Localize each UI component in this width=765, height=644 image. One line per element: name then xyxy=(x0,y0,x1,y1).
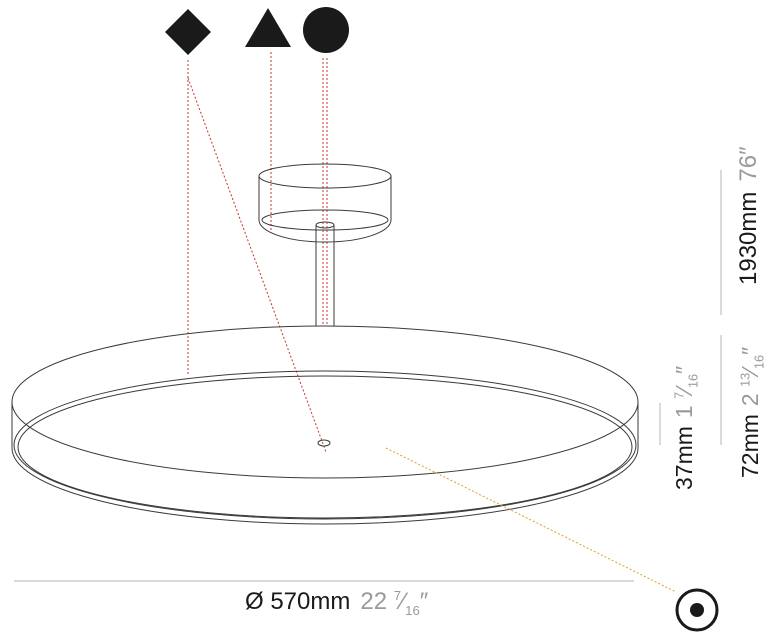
dimension-lines xyxy=(14,170,722,582)
canopy xyxy=(258,163,392,243)
disc-top-rim xyxy=(11,325,639,479)
diamond-icon xyxy=(165,9,211,55)
overall-height-imperial: 76″ xyxy=(735,146,762,182)
body-height-label: 72mm 2 13⁄16″ xyxy=(737,347,765,478)
diameter-label: Ø 570mm 22 7⁄16″ xyxy=(245,588,428,618)
circle-icon xyxy=(303,7,349,53)
stem xyxy=(315,221,335,326)
overall-height-label: 1930mm 76″ xyxy=(735,146,763,285)
center-point xyxy=(317,439,331,447)
circle-dot-icon xyxy=(675,588,719,632)
light-leader xyxy=(385,447,677,593)
diameter-imperial: 22 7⁄16″ xyxy=(360,588,429,618)
disc-height-label: 37mm 1 7⁄16″ xyxy=(671,366,701,490)
disc-diffuser-inner xyxy=(17,375,633,519)
disc-height-metric: 37mm xyxy=(671,426,697,490)
disc-height-imperial: 1 7⁄16″ xyxy=(671,365,701,419)
diameter-metric: Ø 570mm xyxy=(245,588,351,615)
overall-height-metric: 1930mm xyxy=(735,191,762,285)
body-height-metric: 72mm xyxy=(737,414,763,478)
leader-lines xyxy=(187,52,328,453)
triangle-icon xyxy=(245,8,291,47)
body-height-imperial: 2 13⁄16″ xyxy=(737,346,765,407)
disc xyxy=(11,325,639,525)
diamond-leader-diagonal xyxy=(187,77,327,453)
disc-diffuser-outer xyxy=(13,370,637,520)
